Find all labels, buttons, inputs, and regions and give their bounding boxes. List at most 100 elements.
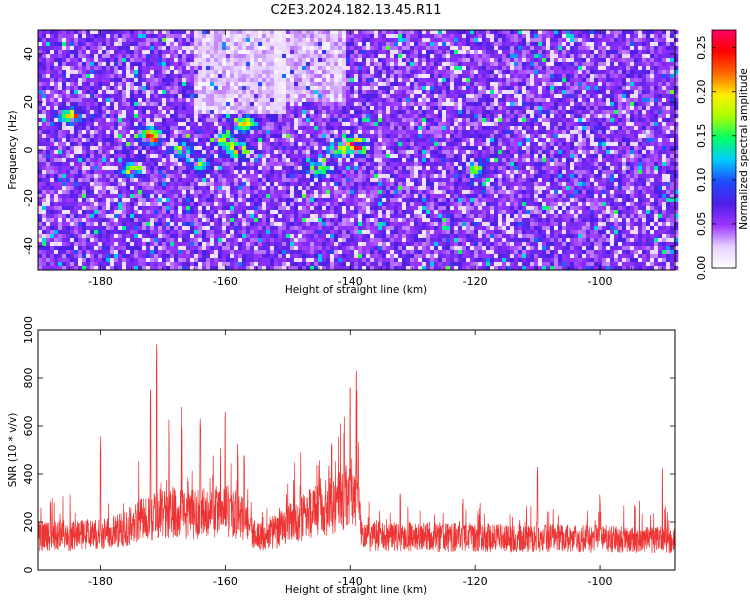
heatmap-cell xyxy=(666,50,671,55)
heatmap-cell xyxy=(54,154,59,159)
heatmap-cell xyxy=(106,94,111,99)
heatmap-cell xyxy=(114,142,119,147)
heatmap-cell xyxy=(202,66,207,71)
heatmap-cell xyxy=(530,34,535,39)
heatmap-cell xyxy=(310,34,315,39)
heatmap-cell xyxy=(566,106,571,111)
heatmap-cell xyxy=(638,30,643,35)
heatmap-cell xyxy=(86,82,91,87)
heatmap-cell xyxy=(302,82,307,87)
heatmap-cell xyxy=(590,46,595,51)
heatmap-cell xyxy=(58,122,63,127)
heatmap-cell xyxy=(134,82,139,87)
heatmap-cell xyxy=(370,114,375,119)
heatmap-cell xyxy=(82,62,87,67)
heatmap-cell xyxy=(370,130,375,135)
heatmap-cell xyxy=(606,34,611,39)
heatmap-cell xyxy=(586,110,591,115)
heatmap-cell xyxy=(514,82,519,87)
heatmap-cell xyxy=(90,86,95,91)
heatmap-cell xyxy=(474,30,479,35)
heatmap-cell xyxy=(258,110,263,115)
heatmap-cell xyxy=(338,38,343,43)
heatmap-cell xyxy=(302,106,307,111)
heatmap-cell xyxy=(206,114,211,119)
heatmap-cell xyxy=(390,150,395,155)
heatmap-cell xyxy=(94,114,99,119)
heatmap-cell xyxy=(674,70,679,75)
heatmap-cell xyxy=(538,142,543,147)
heatmap-cell xyxy=(646,106,651,111)
heatmap-cell xyxy=(38,90,43,95)
heatmap-cell xyxy=(626,86,631,91)
heatmap-cell xyxy=(602,118,607,123)
heatmap-cell xyxy=(110,130,115,135)
heatmap-cell xyxy=(582,94,587,99)
heatmap-cell xyxy=(638,58,643,63)
heatmap-cell xyxy=(538,94,543,99)
heatmap-cell xyxy=(662,98,667,103)
heatmap-cell xyxy=(90,82,95,87)
heatmap-cell xyxy=(594,134,599,139)
heatmap-cell xyxy=(214,134,219,139)
heatmap-cell xyxy=(494,86,499,91)
heatmap-cell xyxy=(502,42,507,47)
heatmap-cell xyxy=(194,90,199,95)
heatmap-cell xyxy=(474,70,479,75)
heatmap-cell xyxy=(334,78,339,83)
heatmap-cell xyxy=(446,46,451,51)
heatmap-cell xyxy=(110,46,115,51)
heatmap-cell xyxy=(670,98,675,103)
heatmap-cell xyxy=(670,50,675,55)
heatmap-cell xyxy=(218,86,223,91)
heatmap-cell xyxy=(42,82,47,87)
heatmap-cell xyxy=(522,50,527,55)
heatmap-cell xyxy=(618,66,623,71)
heatmap-cell xyxy=(646,118,651,123)
heatmap-cell xyxy=(82,50,87,55)
heatmap-cell xyxy=(46,114,51,119)
heatmap-cell xyxy=(666,106,671,111)
heatmap-cell xyxy=(466,150,471,155)
heatmap-cell xyxy=(510,46,515,51)
heatmap-cell xyxy=(390,62,395,67)
heatmap-cell xyxy=(374,122,379,127)
heatmap-cell xyxy=(478,150,483,155)
heatmap-cell xyxy=(362,70,367,75)
heatmap-cell xyxy=(642,114,647,119)
heatmap-cell xyxy=(610,70,615,75)
heatmap-cell xyxy=(314,70,319,75)
heatmap-cell xyxy=(426,46,431,51)
heatmap-cell xyxy=(94,98,99,103)
heatmap-cell xyxy=(234,126,239,131)
heatmap-cell xyxy=(642,146,647,151)
heatmap-cell xyxy=(154,78,159,83)
heatmap-cell xyxy=(102,90,107,95)
heatmap-cell xyxy=(418,150,423,155)
heatmap-cell xyxy=(130,154,135,159)
heatmap-cell xyxy=(626,62,631,67)
heatmap-cell xyxy=(78,98,83,103)
heatmap-cell xyxy=(258,122,263,127)
heatmap-cell xyxy=(342,58,347,63)
heatmap-cell xyxy=(250,50,255,55)
heatmap-cell xyxy=(630,114,635,119)
heatmap-cell xyxy=(102,38,107,43)
heatmap-cell xyxy=(606,30,611,35)
heatmap-cell xyxy=(222,90,227,95)
heatmap-cell xyxy=(194,50,199,55)
heatmap-cell xyxy=(546,82,551,87)
heatmap-cell xyxy=(186,142,191,147)
heatmap-cell xyxy=(282,90,287,95)
heatmap-cell xyxy=(234,82,239,87)
heatmap-cell xyxy=(130,98,135,103)
heatmap-cell xyxy=(674,74,679,79)
heatmap-cell xyxy=(198,150,203,155)
heatmap-cell xyxy=(618,94,623,99)
heatmap-cell xyxy=(278,150,283,155)
heatmap-cell xyxy=(426,50,431,55)
heatmap-cell xyxy=(178,102,183,107)
heatmap-cell xyxy=(286,122,291,127)
heatmap-cell xyxy=(114,114,119,119)
heatmap-cell xyxy=(454,66,459,71)
